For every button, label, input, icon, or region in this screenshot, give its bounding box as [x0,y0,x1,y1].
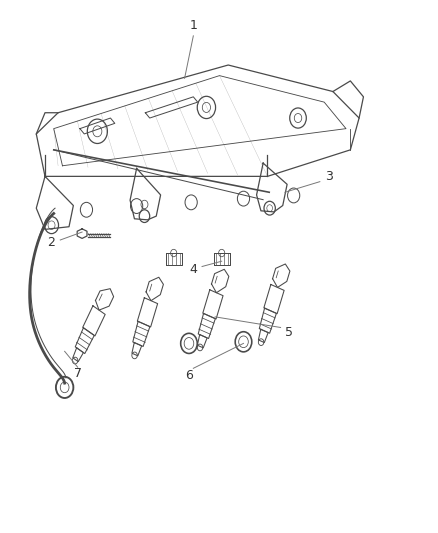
Text: 3: 3 [324,170,332,183]
Text: 2: 2 [47,236,55,249]
Text: 4: 4 [189,263,197,276]
Text: 7: 7 [74,367,81,380]
Text: 6: 6 [184,369,192,382]
Text: 1: 1 [189,19,197,32]
Text: 5: 5 [285,326,293,340]
